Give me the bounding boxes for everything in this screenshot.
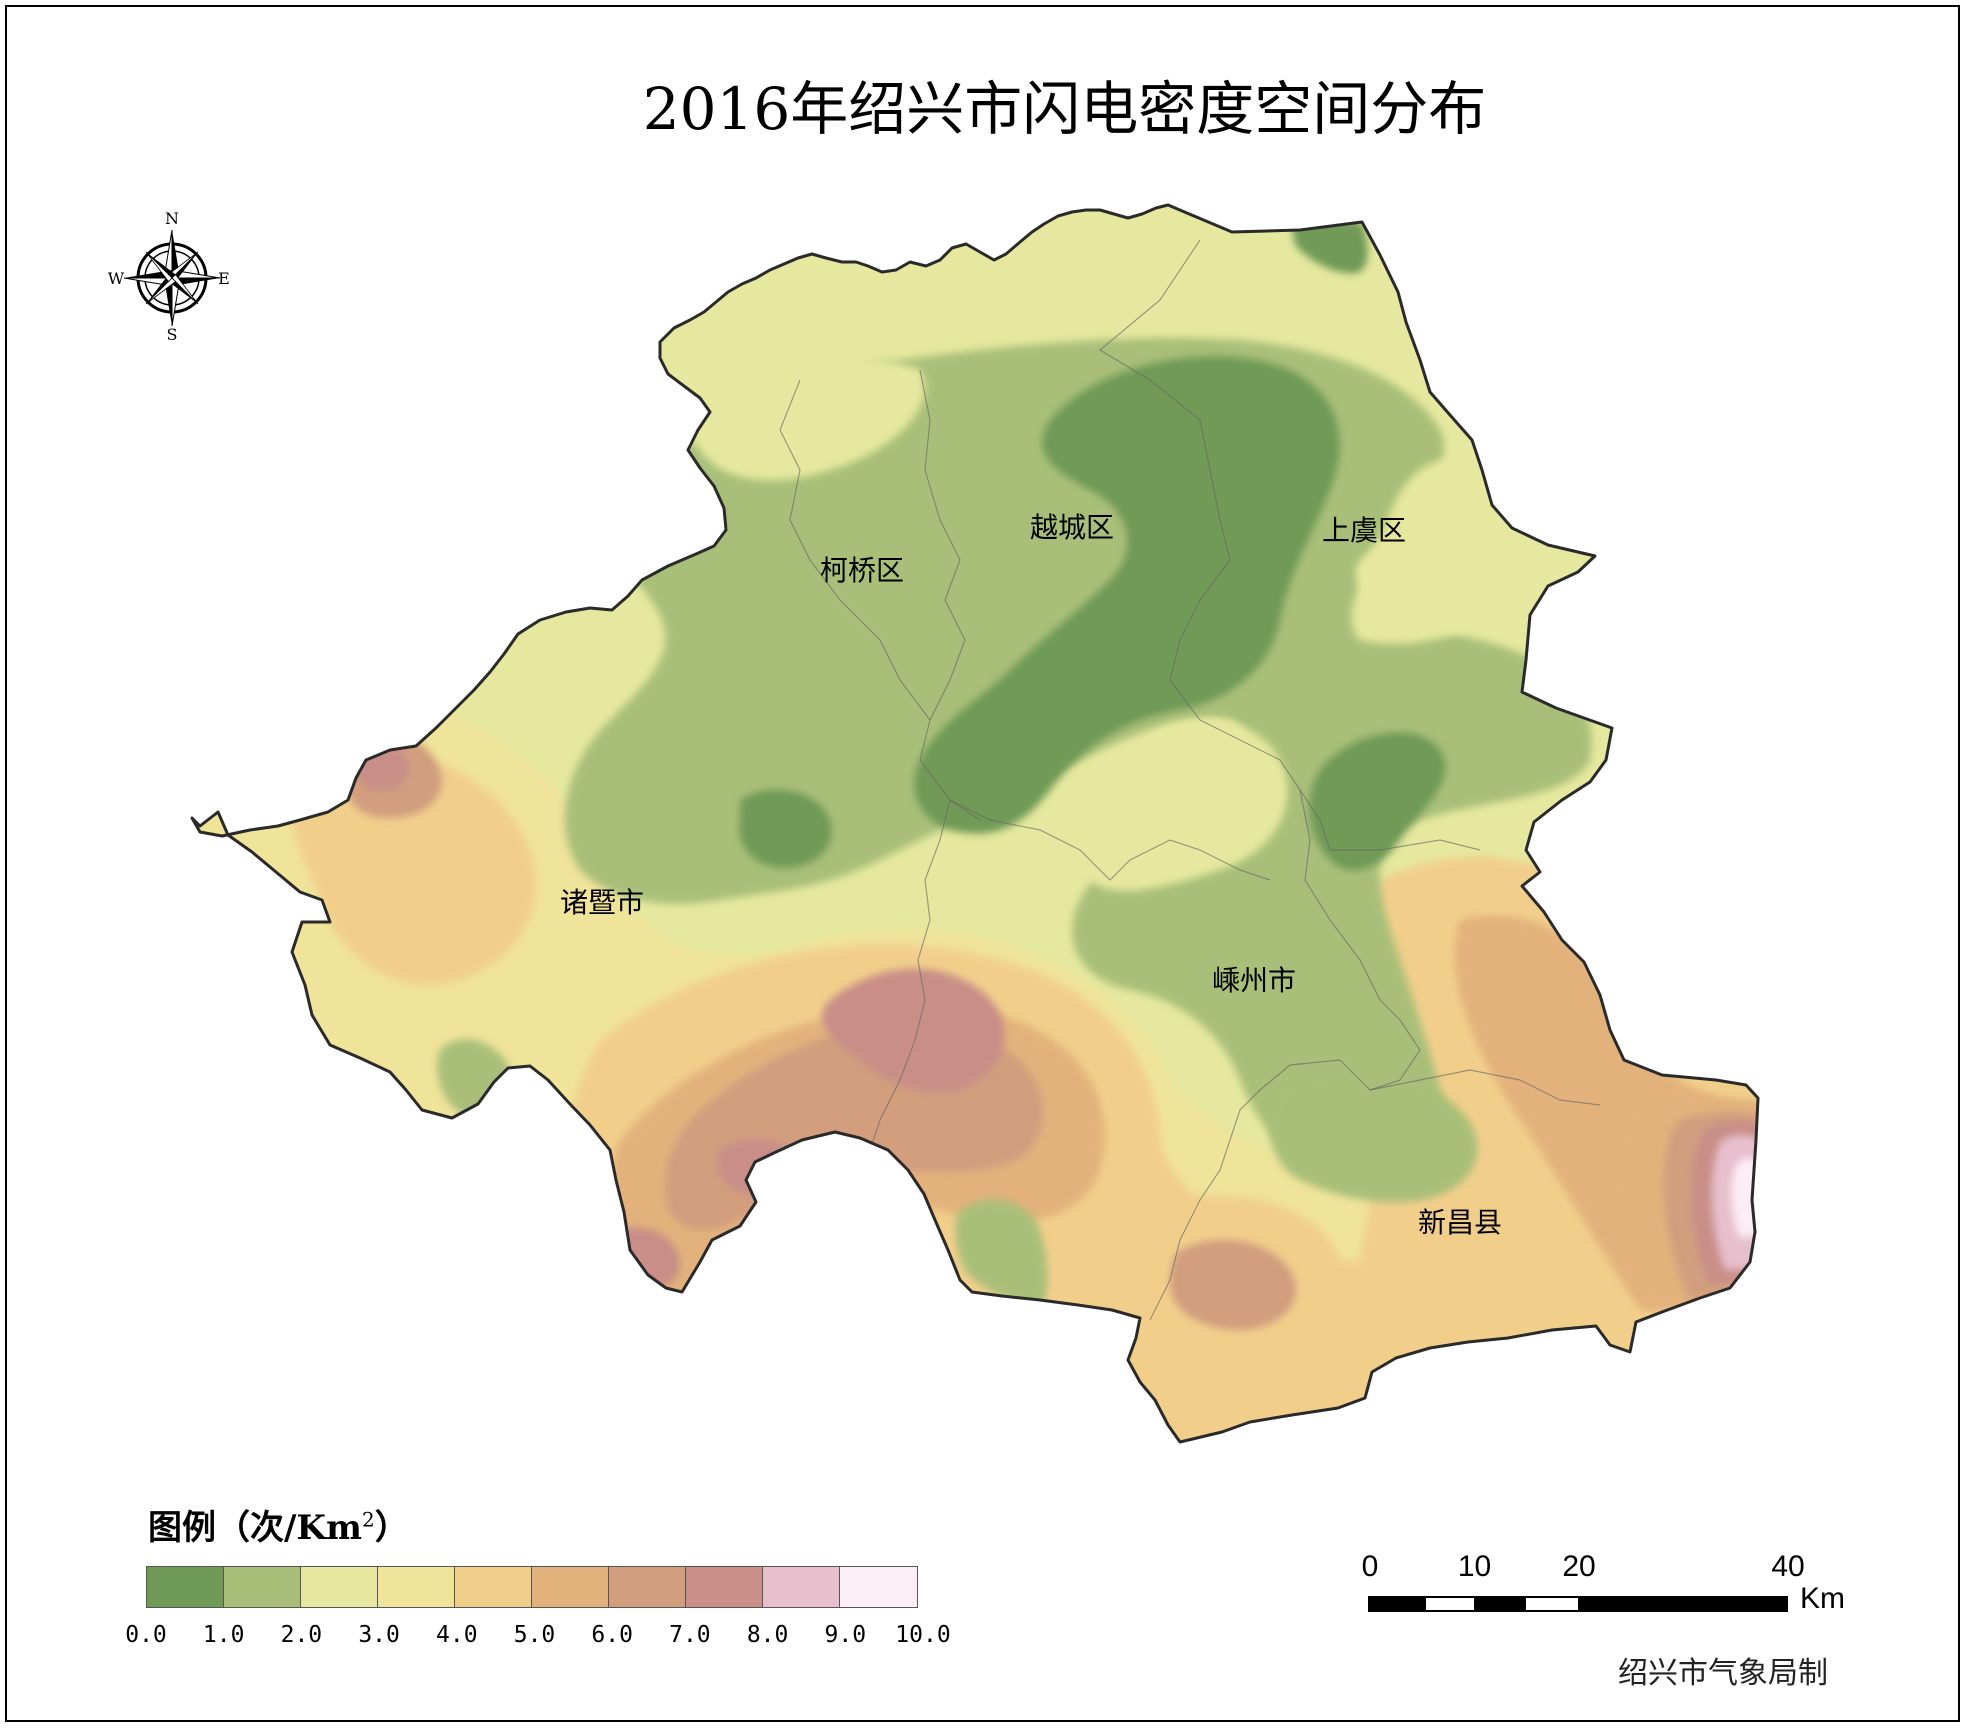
- legend-swatch: [378, 1567, 455, 1607]
- density-zone: [287, 748, 537, 986]
- compass-point-minor: [145, 277, 177, 305]
- legend-swatch: [609, 1567, 686, 1607]
- district-border: [949, 799, 1271, 881]
- compass-point-minor: [146, 252, 176, 278]
- scale-segment: [1370, 1598, 1426, 1610]
- compass-point: [172, 278, 220, 286]
- scale-bar-label: 10: [1457, 1550, 1492, 1583]
- legend-title-text: 图例（次/Km: [148, 1508, 362, 1548]
- legend-tick-label: 0.0: [125, 1622, 167, 1648]
- legend-title-close: ）: [374, 1508, 409, 1548]
- scale-bar-label: 40: [1771, 1550, 1805, 1583]
- district-label-shengzhou: 嵊州市: [1212, 964, 1296, 997]
- scale-unit: Km: [1800, 1582, 1845, 1615]
- legend-tick-label: 2.0: [280, 1622, 323, 1648]
- scale-bar-label: 20: [1562, 1550, 1596, 1583]
- compass-point: [164, 278, 172, 326]
- district-border: [1299, 789, 1421, 1091]
- density-zone: [684, 359, 926, 481]
- density-zone: [1309, 732, 1446, 871]
- scale-bar: [1368, 1596, 1788, 1612]
- density-zone: [1596, 837, 1660, 904]
- district-label-keqiao: 柯桥区: [820, 554, 904, 587]
- legend-tick-label: 8.0: [746, 1622, 789, 1648]
- legend-title-superscript: 2: [361, 1507, 375, 1532]
- legend-swatch: [455, 1567, 532, 1607]
- legend-color-bar: [146, 1566, 918, 1608]
- density-zone: [739, 789, 832, 869]
- compass-north: N: [165, 209, 179, 228]
- compass-east: E: [218, 269, 230, 288]
- legend-tick-label: 3.0: [358, 1622, 400, 1648]
- district-label-shangyu: 上虞区: [1322, 514, 1406, 547]
- density-zone: [565, 338, 1592, 1188]
- district-border: [869, 799, 951, 1151]
- legend-tick-label: 6.0: [591, 1622, 633, 1648]
- scale-segment: [1426, 1598, 1474, 1610]
- scale-segment: [1526, 1598, 1578, 1610]
- density-zone: [914, 356, 1340, 834]
- scale-bar-label: 0: [1361, 1550, 1379, 1583]
- compass-point-minor: [145, 251, 173, 283]
- map-frame: [5, 5, 1960, 1722]
- legend-swatch: [532, 1567, 609, 1607]
- map-title: 2016年绍兴市闪电密度空间分布: [642, 75, 1487, 143]
- compass-point-minor: [172, 252, 198, 282]
- city-outline: [190, 203, 1760, 1444]
- compass-point-minor: [146, 274, 172, 304]
- district-border: [1169, 679, 1481, 851]
- compass-point: [172, 230, 180, 278]
- scale-segment: [1578, 1598, 1786, 1610]
- legend-tick-label: 1.0: [202, 1622, 245, 1648]
- district-border: [1149, 1059, 1371, 1321]
- credit-text: 绍兴市气象局制: [1618, 1656, 1828, 1691]
- legend-tick-label: 7.0: [669, 1622, 711, 1648]
- density-zone: [1170, 1239, 1297, 1330]
- legend-swatch: [686, 1567, 763, 1607]
- density-zone: [821, 968, 1005, 1093]
- legend-tick-label: 9.0: [824, 1622, 867, 1648]
- compass-point: [124, 270, 172, 278]
- legend-swatch: [224, 1567, 301, 1607]
- density-zone: [1269, 1072, 1478, 1203]
- district-label-zhuji: 诸暨市: [560, 886, 644, 919]
- legend-tick-label: 5.0: [513, 1622, 556, 1648]
- legend-swatch: [763, 1567, 840, 1607]
- district-label-yuecheng: 越城区: [1030, 511, 1114, 544]
- legend-tick-label: 10.0: [895, 1622, 951, 1648]
- compass-west: W: [108, 269, 125, 288]
- legend-tick-label: 4.0: [436, 1622, 478, 1648]
- legend-swatch: [301, 1567, 378, 1607]
- district-label-xinchang: 新昌县: [1418, 1206, 1502, 1239]
- district-border: [1369, 1069, 1601, 1106]
- district-border: [919, 369, 981, 821]
- density-zone: [955, 1199, 1048, 1310]
- density-zone: [1081, 720, 1288, 891]
- compass-south: S: [167, 325, 178, 344]
- legend-title: 图例（次/Km2）: [148, 1500, 409, 1549]
- compass-point-minor: [168, 278, 198, 304]
- legend-swatch: [147, 1567, 224, 1607]
- legend-swatch: [840, 1567, 917, 1607]
- compass-rose: N E S W: [108, 209, 230, 344]
- district-border: [1098, 239, 1231, 681]
- district-border: [779, 379, 931, 721]
- scale-segment: [1474, 1598, 1526, 1610]
